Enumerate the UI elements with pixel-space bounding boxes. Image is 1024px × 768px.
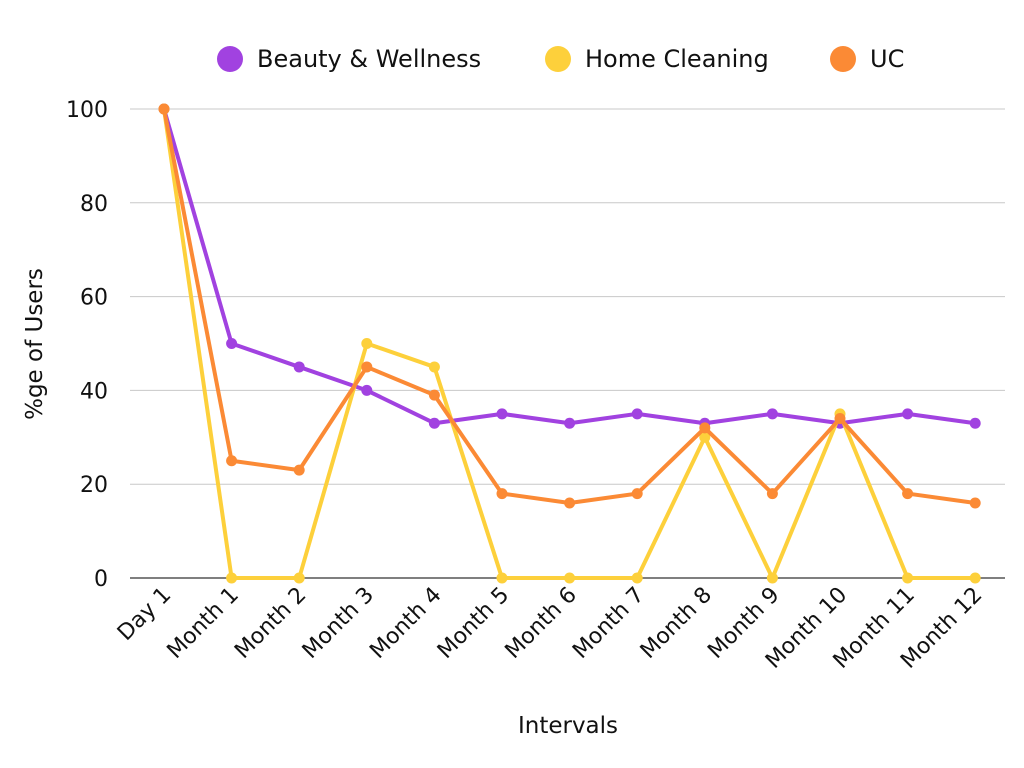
y-tick-label: 0 (94, 567, 108, 592)
legend-label: Home Cleaning (585, 45, 769, 73)
data-point (226, 338, 238, 349)
data-point (902, 572, 914, 584)
legend-label: UC (870, 45, 904, 73)
data-point (361, 338, 373, 349)
data-point (361, 384, 373, 396)
data-point (226, 572, 238, 584)
x-tick-label: Month 8 (636, 583, 717, 664)
legend-marker (830, 46, 856, 72)
data-point (564, 417, 576, 429)
grid-lines (130, 108, 1005, 579)
data-point (428, 361, 440, 373)
x-tick-label: Month 4 (365, 583, 446, 664)
data-point (631, 488, 643, 500)
data-point (766, 572, 778, 584)
series-1 (158, 103, 981, 584)
data-point (699, 431, 711, 443)
y-tick-label: 20 (80, 473, 108, 498)
legend-marker (217, 46, 243, 72)
y-tick-label: 80 (80, 192, 108, 217)
x-tick-label: Month 3 (298, 583, 379, 664)
data-point (902, 408, 914, 420)
data-point (428, 417, 440, 429)
series-lines (158, 103, 981, 584)
data-point (293, 572, 305, 584)
data-point (361, 361, 373, 373)
y-tick-labels: 0 20 40 60 80 100 (66, 98, 108, 592)
series-2 (158, 103, 981, 509)
data-point (293, 464, 305, 476)
data-point (969, 497, 981, 509)
data-point (496, 488, 508, 500)
data-point (564, 572, 576, 584)
data-point (631, 572, 643, 584)
data-point (969, 417, 981, 429)
y-axis-title: %ge of Users (22, 268, 48, 420)
data-point (969, 572, 981, 584)
data-point (226, 455, 238, 467)
x-tick-label: Day 1 (113, 583, 176, 646)
legend-marker (545, 46, 571, 72)
data-point (699, 422, 711, 434)
x-tick-label: Month 6 (501, 583, 582, 664)
data-point (766, 488, 778, 500)
x-tick-label: Month 2 (230, 583, 311, 664)
data-point (834, 413, 846, 425)
x-axis-title: Intervals (518, 713, 618, 739)
data-point (902, 488, 914, 500)
data-point (631, 408, 643, 420)
y-tick-label: 100 (66, 98, 108, 123)
data-point (496, 408, 508, 420)
series-0 (158, 103, 981, 429)
legend-item: Beauty & Wellness (217, 45, 481, 73)
data-point (766, 408, 778, 420)
legend-item: Home Cleaning (545, 45, 769, 73)
legend: Beauty & Wellness Home Cleaning UC (217, 45, 904, 73)
y-tick-label: 60 (80, 286, 108, 311)
data-point (293, 361, 305, 373)
legend-item: UC (830, 45, 904, 73)
data-point (564, 497, 576, 509)
legend-label: Beauty & Wellness (257, 45, 481, 73)
x-tick-label: Month 1 (163, 583, 244, 664)
x-tick-label: Month 5 (433, 583, 514, 664)
data-point (158, 103, 170, 115)
data-point (496, 572, 508, 584)
data-point (428, 389, 440, 401)
x-tick-label: Month 7 (568, 583, 649, 664)
y-tick-label: 40 (80, 379, 108, 404)
series-line (162, 107, 978, 426)
